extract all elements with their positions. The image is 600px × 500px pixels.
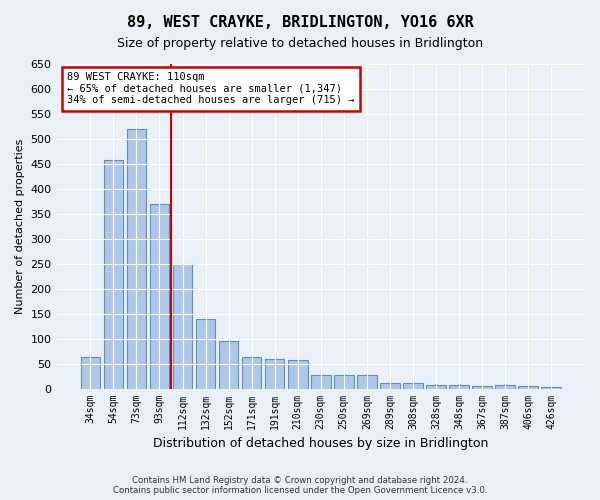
Bar [265,358,284,388]
Bar [127,129,146,388]
Bar [104,160,123,388]
Bar [80,357,100,388]
Bar [496,385,515,388]
Bar [196,318,215,388]
Bar [219,341,238,388]
Bar [472,386,492,388]
Bar [449,385,469,388]
Bar [334,375,353,388]
Bar [311,375,331,388]
Bar [242,357,262,388]
Text: Contains HM Land Registry data © Crown copyright and database right 2024.
Contai: Contains HM Land Registry data © Crown c… [113,476,487,495]
Bar [518,386,538,388]
Bar [288,360,308,388]
Bar [173,264,193,388]
Bar [380,382,400,388]
Bar [426,384,446,388]
Bar [357,375,377,388]
Bar [403,382,423,388]
Y-axis label: Number of detached properties: Number of detached properties [15,138,25,314]
X-axis label: Distribution of detached houses by size in Bridlington: Distribution of detached houses by size … [153,437,488,450]
Bar [149,204,169,388]
Text: Size of property relative to detached houses in Bridlington: Size of property relative to detached ho… [117,38,483,51]
Text: 89, WEST CRAYKE, BRIDLINGTON, YO16 6XR: 89, WEST CRAYKE, BRIDLINGTON, YO16 6XR [127,15,473,30]
Text: 89 WEST CRAYKE: 110sqm
← 65% of detached houses are smaller (1,347)
34% of semi-: 89 WEST CRAYKE: 110sqm ← 65% of detached… [67,72,355,106]
Bar [541,386,561,388]
